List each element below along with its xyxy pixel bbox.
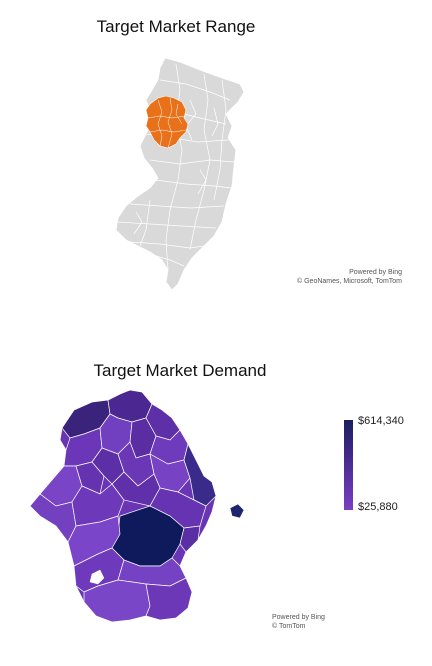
legend-min-label: $25,880 xyxy=(358,501,398,513)
state-outline xyxy=(115,57,245,291)
attribution-sources: © TomTom xyxy=(272,623,306,630)
demand-map-attribution: Powered by Bing © TomTom xyxy=(272,613,325,631)
range-map[interactable] xyxy=(0,0,432,320)
district[interactable] xyxy=(145,577,193,621)
range-map-attribution: Powered by Bing © GeoNames, Microsoft, T… xyxy=(297,268,402,286)
enclave xyxy=(89,569,105,585)
district[interactable] xyxy=(179,525,201,553)
legend-color-scale xyxy=(344,420,353,510)
range-map-panel: Target Market Range xyxy=(0,0,432,320)
target-region-borders xyxy=(147,97,187,149)
district[interactable] xyxy=(183,442,217,507)
legend-max-label: $614,340 xyxy=(358,415,404,427)
demand-map[interactable] xyxy=(0,330,432,666)
demand-map-title: Target Market Demand xyxy=(93,361,267,380)
range-map-title: Target Market Range xyxy=(96,17,256,36)
target-market-region[interactable] xyxy=(145,95,189,149)
district[interactable] xyxy=(75,461,105,495)
island-district[interactable] xyxy=(229,503,245,519)
attribution-bing: Powered by Bing xyxy=(272,614,325,621)
demand-map-panel: Target Market Demand $614, xyxy=(0,330,432,666)
attribution-sources: © GeoNames, Microsoft, TomTom xyxy=(297,278,402,285)
attribution-bing: Powered by Bing xyxy=(349,269,402,276)
